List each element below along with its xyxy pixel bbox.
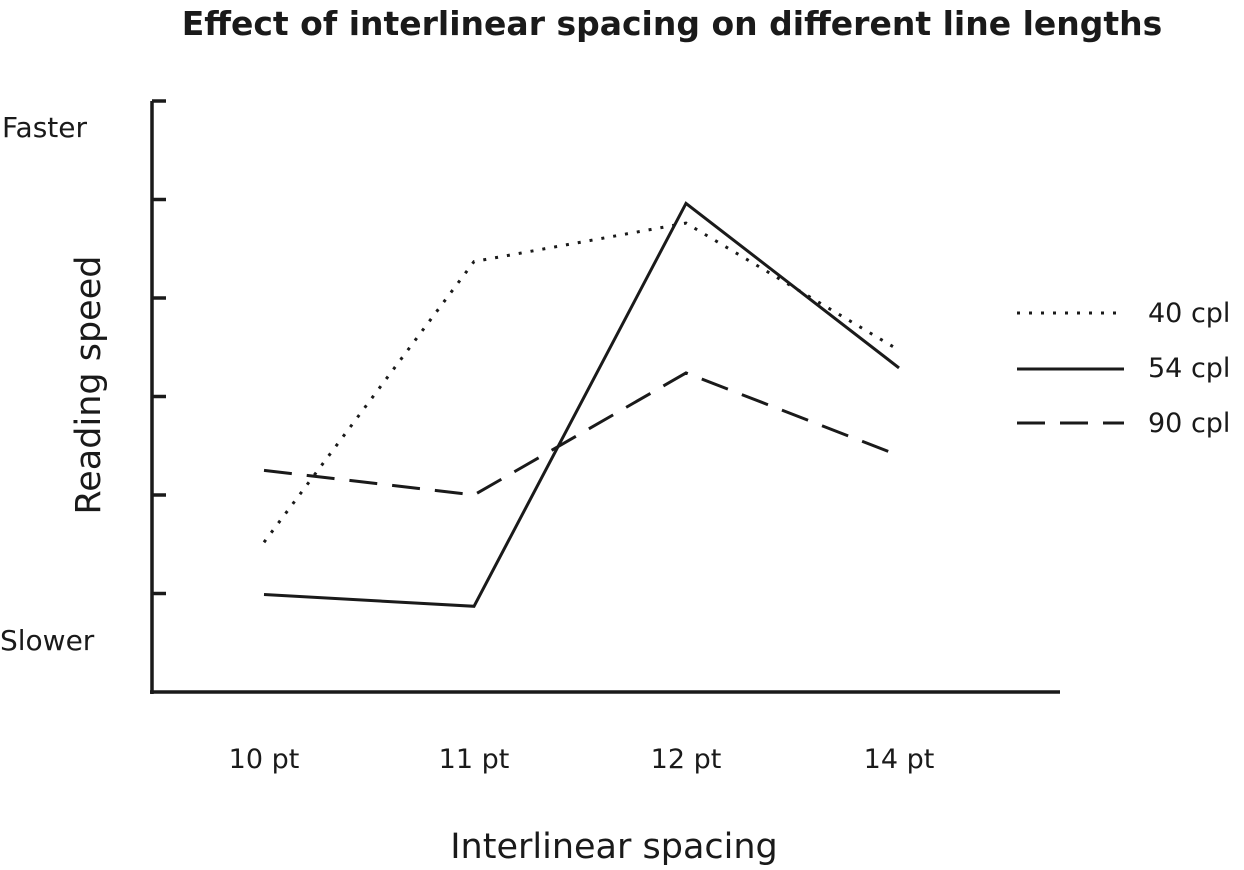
y-ticks bbox=[152, 99, 166, 596]
legend-label: 40 cpl bbox=[1148, 298, 1230, 329]
y-top-label: Faster bbox=[2, 111, 87, 144]
chart-title: Effect of interlinear spacing on differe… bbox=[182, 4, 1163, 43]
series-line-dotted bbox=[262, 221, 900, 544]
series-line-solid bbox=[263, 201, 900, 608]
x-tick-label: 10 pt bbox=[229, 744, 300, 775]
x-tick-label: 11 pt bbox=[439, 744, 510, 775]
x-tick-label: 14 pt bbox=[864, 744, 935, 775]
x-axis-label: Interlinear spacing bbox=[450, 827, 778, 867]
legend-label: 54 cpl bbox=[1148, 353, 1230, 384]
x-tick-labels: 10 pt 11 pt 12 pt 14 pt bbox=[229, 744, 935, 775]
axes bbox=[150, 101, 1060, 694]
series-line-dashed bbox=[263, 371, 900, 497]
x-tick-label: 12 pt bbox=[651, 744, 722, 775]
series-lines bbox=[262, 201, 900, 608]
y-axis-label: Reading speed bbox=[69, 256, 109, 515]
y-bottom-label: Slower bbox=[0, 624, 95, 657]
legend: 40 cpl 54 cpl 90 cpl bbox=[1017, 298, 1230, 439]
legend-label: 90 cpl bbox=[1148, 408, 1230, 439]
